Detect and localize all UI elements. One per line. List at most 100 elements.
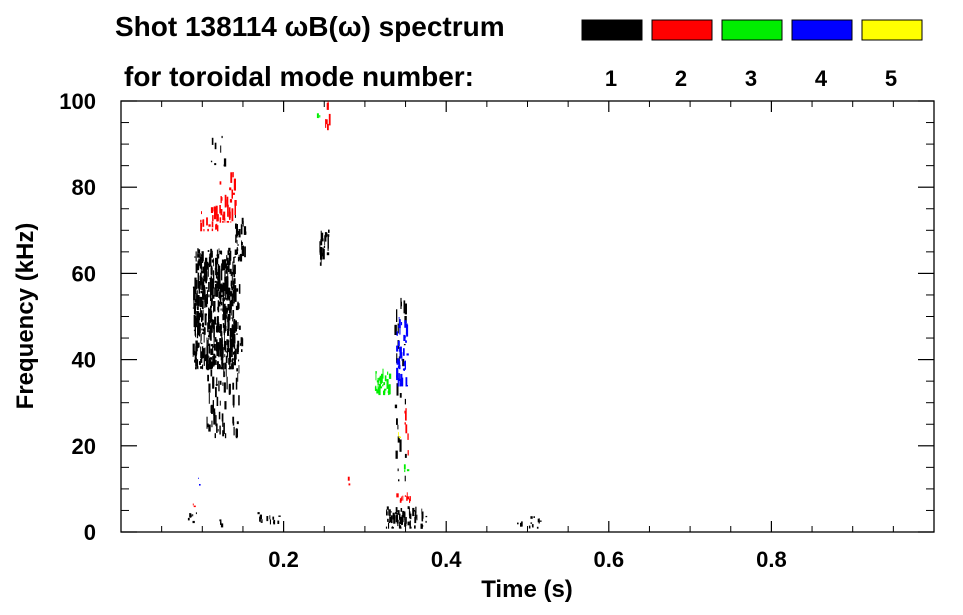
spectrum-point — [200, 366, 203, 369]
spectrum-point — [230, 221, 232, 223]
spectrum-point — [233, 426, 235, 436]
spectrum-point — [236, 288, 239, 292]
spectrum-point — [218, 280, 220, 284]
spectrum-point — [222, 323, 225, 328]
spectrum-point — [395, 512, 397, 515]
spectrum-point — [209, 277, 211, 280]
spectrum-point — [377, 385, 379, 394]
spectrum-point — [218, 301, 221, 307]
spectrum-point — [404, 519, 406, 527]
spectrum-point — [243, 226, 247, 235]
spectrum-point — [396, 517, 398, 519]
spectrum-point — [198, 295, 200, 302]
spectrum-point — [198, 249, 201, 254]
spectrum-point — [215, 415, 217, 427]
spectrum-point — [383, 390, 385, 396]
spectrum-point — [231, 317, 234, 319]
spectrum-point — [393, 516, 396, 524]
spectrum-point — [198, 317, 200, 323]
spectrum-point — [224, 276, 227, 282]
spectrum-point — [194, 316, 195, 319]
spectrum-point — [215, 260, 217, 264]
spectrum-point — [193, 304, 196, 315]
spectrum-point — [209, 325, 212, 334]
spectrum-point — [220, 521, 222, 525]
spectrum-point — [400, 322, 403, 326]
spectrum-point — [198, 280, 200, 294]
spectrum-point — [405, 382, 407, 387]
spectrum-point — [403, 348, 405, 356]
legend-swatch-4 — [791, 19, 853, 41]
spectrum-point — [222, 221, 224, 223]
spectrum-point — [192, 307, 194, 309]
spectrum-point — [405, 340, 407, 343]
spectrum-point — [211, 295, 213, 301]
spectrum-point — [404, 316, 407, 323]
spectrum-point — [214, 287, 216, 297]
spectrum-point — [241, 338, 244, 347]
spectrum-point — [220, 343, 223, 347]
spectrum-point — [382, 384, 384, 387]
spectrum-point — [214, 433, 216, 439]
spectrum-point — [217, 342, 220, 354]
spectrum-point — [380, 386, 383, 389]
spectrum-point — [205, 287, 208, 289]
spectrum-point — [409, 496, 411, 502]
spectrum-point — [399, 378, 401, 387]
spectrum-point — [218, 364, 221, 368]
spectrum-point — [228, 288, 230, 293]
spectrum-point — [388, 394, 390, 396]
spectrum-point — [384, 375, 387, 382]
spectrum-point — [232, 394, 235, 406]
spectrum-point — [222, 282, 225, 295]
spectrum-point — [405, 377, 408, 387]
spectrum-point — [425, 515, 428, 518]
spectrum-point — [242, 245, 244, 256]
spectrum-point — [387, 518, 389, 522]
spectrum-point — [200, 312, 202, 317]
spectrum-point — [236, 421, 239, 425]
spectrum-point — [237, 340, 240, 348]
spectrum-point — [204, 299, 207, 303]
spectrum-point — [232, 416, 235, 424]
spectrum-point — [216, 257, 219, 265]
spectrum-point — [197, 260, 200, 271]
spectrum-point — [232, 172, 234, 178]
spectrum-point — [228, 357, 231, 365]
spectrum-point — [378, 384, 382, 388]
y-tick-label: 60 — [72, 261, 96, 286]
spectrum-point — [379, 375, 382, 384]
spectrum-point — [214, 337, 217, 342]
spectrum-point — [201, 342, 203, 345]
spectrum-point — [209, 320, 211, 324]
spectrum-point — [388, 509, 390, 516]
spectrum-point — [400, 496, 402, 502]
spectrum-point — [216, 319, 219, 322]
spectrum-point — [425, 520, 427, 523]
spectrum-point — [193, 505, 196, 508]
spectrum-point — [421, 508, 423, 515]
spectrum-point — [204, 298, 206, 308]
spectrum-point — [202, 328, 205, 332]
series-mode-5 — [398, 432, 401, 439]
spectrum-point — [204, 293, 206, 300]
spectrum-point — [520, 522, 522, 527]
spectrum-point — [234, 200, 237, 206]
spectrum-point — [233, 264, 236, 278]
spectrum-point — [210, 305, 212, 308]
spectrum-point — [198, 477, 199, 479]
spectrum-point — [228, 258, 230, 270]
spectrum-point — [212, 400, 214, 413]
spectrum-point — [195, 280, 198, 283]
spectrum-point — [222, 430, 225, 437]
spectrum-point — [225, 199, 227, 207]
spectrum-point — [205, 270, 207, 284]
spectrum-point — [192, 520, 195, 524]
spectrum-point — [223, 311, 226, 320]
spectrum-point — [213, 305, 214, 313]
spectrum-point — [230, 172, 232, 175]
spectrum-point — [199, 296, 202, 307]
spectrum-point — [209, 317, 212, 322]
spectrum-point — [193, 329, 195, 332]
